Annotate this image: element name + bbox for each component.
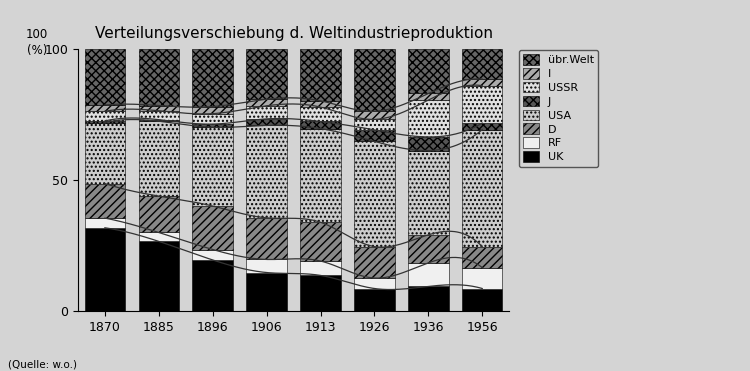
Bar — [85, 111, 125, 121]
Bar — [408, 93, 448, 100]
Bar — [354, 141, 395, 247]
Bar — [247, 125, 286, 218]
Bar — [408, 286, 448, 311]
Bar — [139, 121, 179, 196]
Bar — [300, 107, 340, 121]
Bar — [139, 196, 179, 233]
Text: (Quelle: w.o.): (Quelle: w.o.) — [8, 359, 76, 369]
Bar — [139, 120, 179, 121]
Legend: übr.Welt, I, USSR, J, USA, D, RF, UK: übr.Welt, I, USSR, J, USA, D, RF, UK — [519, 50, 599, 167]
Bar — [354, 130, 395, 141]
Bar — [300, 261, 340, 275]
Bar — [193, 260, 233, 311]
Bar — [85, 121, 125, 122]
Bar — [85, 218, 125, 228]
Bar — [139, 105, 179, 111]
Bar — [462, 86, 503, 123]
Bar — [408, 235, 448, 263]
Bar — [354, 49, 395, 111]
Bar — [85, 49, 125, 105]
Bar — [247, 49, 286, 99]
Bar — [300, 121, 340, 129]
Bar — [300, 49, 340, 101]
Text: 100
(%): 100 (%) — [26, 28, 48, 57]
Bar — [247, 259, 286, 273]
Bar — [300, 222, 340, 261]
Title: Verteilungsverschiebung d. Weltindustrieproduktion: Verteilungsverschiebung d. Weltindustrie… — [94, 26, 493, 41]
Bar — [354, 119, 395, 130]
Bar — [193, 49, 233, 106]
Bar — [85, 105, 125, 111]
Bar — [193, 127, 233, 206]
Bar — [408, 151, 448, 235]
Bar — [193, 124, 233, 127]
Bar — [247, 99, 286, 106]
Bar — [462, 247, 503, 267]
Bar — [193, 206, 233, 250]
Bar — [408, 100, 448, 137]
Bar — [247, 106, 286, 119]
Bar — [462, 129, 503, 247]
Bar — [139, 49, 179, 105]
Bar — [408, 137, 448, 151]
Bar — [193, 114, 233, 124]
Bar — [462, 49, 503, 79]
Bar — [247, 218, 286, 259]
Bar — [193, 106, 233, 114]
Bar — [300, 129, 340, 222]
Bar — [462, 123, 503, 129]
Bar — [354, 289, 395, 311]
Bar — [354, 247, 395, 278]
Bar — [408, 49, 448, 93]
Bar — [139, 242, 179, 311]
Bar — [300, 101, 340, 107]
Bar — [85, 228, 125, 311]
Bar — [462, 289, 503, 311]
Bar — [354, 278, 395, 289]
Bar — [408, 263, 448, 286]
Bar — [139, 111, 179, 120]
Bar — [462, 267, 503, 289]
Bar — [193, 250, 233, 260]
Bar — [85, 184, 125, 218]
Bar — [85, 122, 125, 184]
Bar — [247, 119, 286, 125]
Bar — [139, 233, 179, 242]
Bar — [300, 275, 340, 311]
Bar — [354, 111, 395, 119]
Bar — [247, 273, 286, 311]
Bar — [462, 79, 503, 86]
